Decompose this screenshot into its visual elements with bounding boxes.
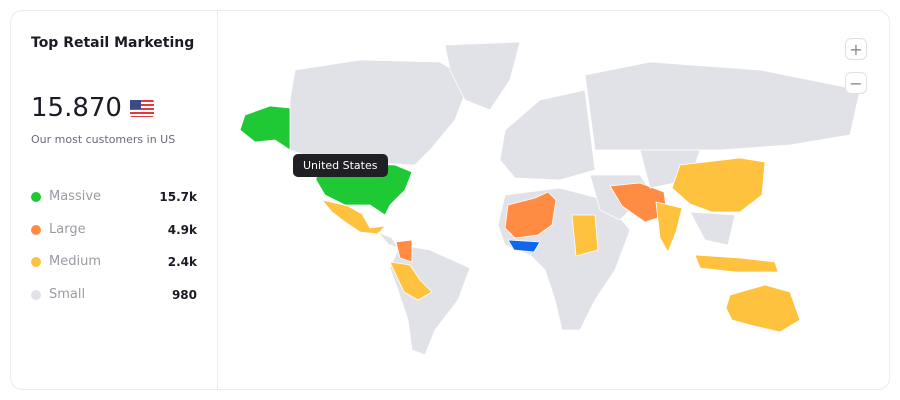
legend-label: Large	[49, 222, 86, 237]
us-flag-icon	[129, 99, 154, 117]
greenland[interactable]	[444, 41, 521, 111]
legend-dot	[31, 224, 41, 235]
canada[interactable]	[289, 59, 471, 166]
china[interactable]	[671, 157, 766, 213]
card-title: Top Retail Marketing	[31, 35, 195, 51]
legend-label: Medium	[49, 254, 101, 269]
southeast-asia[interactable]	[689, 211, 736, 246]
west-africa[interactable]	[504, 191, 557, 239]
tooltip: United States	[293, 154, 388, 177]
sudan[interactable]	[571, 214, 599, 257]
total-number: 15.870	[31, 93, 122, 123]
legend-item: Medium 2.4k	[31, 254, 197, 269]
total-value: 15.870	[31, 93, 154, 123]
europe[interactable]	[499, 89, 596, 181]
legend-item: Small 980	[31, 287, 197, 302]
south-america[interactable]	[389, 244, 471, 356]
legend-dot	[31, 289, 41, 300]
legend-value: 980	[171, 287, 197, 302]
india[interactable]	[655, 201, 683, 253]
mexico[interactable]	[320, 199, 387, 235]
legend-item: Large 4.9k	[31, 222, 197, 237]
peru[interactable]	[389, 261, 433, 301]
central-america[interactable]	[377, 231, 399, 249]
card: Top Retail Marketing 15.870 Our most cus…	[10, 10, 890, 390]
legend-dot	[31, 256, 41, 267]
highlighted-country[interactable]	[507, 239, 541, 253]
colombia[interactable]	[395, 239, 413, 263]
legend-value: 15.7k	[159, 189, 197, 204]
australia[interactable]	[725, 284, 801, 333]
summary-panel: Top Retail Marketing 15.870 Our most cus…	[11, 11, 218, 389]
legend-dot	[31, 191, 41, 202]
alaska[interactable]	[239, 105, 291, 151]
zoom-out-button[interactable]: −	[845, 72, 867, 94]
russia[interactable]	[584, 61, 861, 151]
zoom-in-button[interactable]: +	[845, 38, 867, 60]
legend-label: Massive	[49, 189, 102, 204]
subtitle: Our most customers in US	[31, 133, 176, 146]
legend-item: Massive 15.7k	[31, 189, 197, 204]
legend-value: 2.4k	[167, 254, 197, 269]
legend-value: 4.9k	[167, 222, 197, 237]
indonesia[interactable]	[694, 254, 779, 273]
legend-label: Small	[49, 287, 86, 302]
